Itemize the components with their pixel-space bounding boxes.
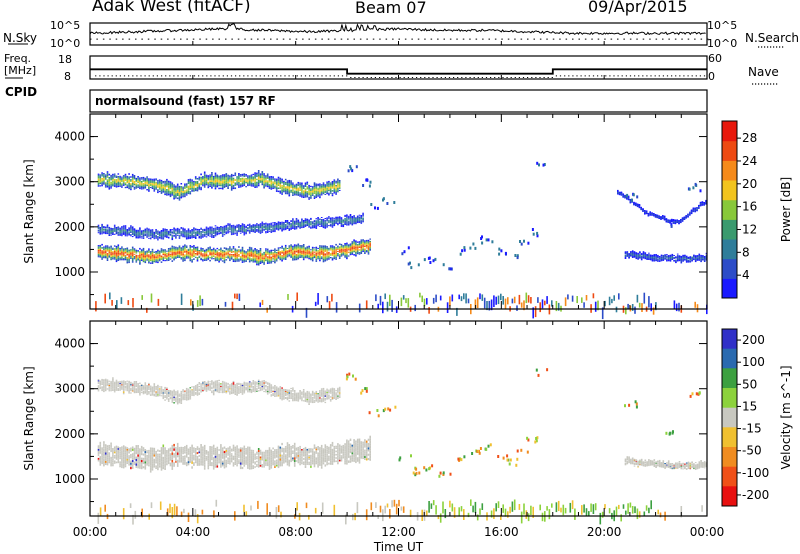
- nsky-top-tick: 10^5: [50, 19, 81, 32]
- freq-bottom-tick: 8: [64, 70, 71, 83]
- power-colorbar-cell: [722, 140, 737, 161]
- power-ytick-label: 1000: [54, 265, 85, 279]
- xtick-label: 08:00: [278, 525, 313, 539]
- power-colorbar-cell: [722, 160, 737, 181]
- freq-label: Freq.: [4, 52, 32, 65]
- velocity-colorbar-label: -50: [742, 444, 762, 458]
- nave-label: Nave: [748, 65, 779, 79]
- velocity-colorbar-frame: [721, 328, 738, 507]
- power-colorbar-cell: [722, 219, 737, 240]
- power-colorbar-label: 20: [742, 177, 757, 191]
- power-colorbar-label: 24: [742, 154, 757, 168]
- power-colorbar-frame: [721, 120, 738, 299]
- power-ytick-label: 2000: [54, 220, 85, 234]
- nsearch-label: N.Search: [745, 31, 800, 45]
- velocity-near-range: [97, 499, 703, 525]
- xtick-label: 00:00: [690, 525, 725, 539]
- nsky-bottom-tick: 10^0: [50, 37, 81, 50]
- power-colorbar-label: 28: [742, 131, 757, 145]
- velocity-colorbar-label: 50: [742, 377, 757, 391]
- power-colorbar-cell: [722, 199, 737, 220]
- velocity-colorbar-cell: [722, 348, 737, 369]
- xtick-label: 04:00: [176, 525, 211, 539]
- power-speckles: [347, 161, 702, 271]
- velocity-ground_band1: [97, 435, 371, 473]
- nsearch-top-tick: 10^5: [707, 19, 738, 32]
- xtick-label: 12:00: [381, 525, 416, 539]
- power-colorbar-label: 12: [742, 222, 757, 236]
- power-colorbar-cell: [722, 180, 737, 201]
- velocity-colorbar-cell: [722, 486, 737, 507]
- power-band1: [97, 238, 371, 266]
- power-panel-frame: [89, 113, 708, 310]
- nave-bottom-tick: 0: [708, 70, 715, 83]
- velocity-colorbar-label: -100: [742, 466, 769, 480]
- velocity-colorbar-cell: [722, 329, 737, 350]
- velocity-ground_band3: [97, 377, 341, 405]
- x-axis-label: Time UT: [373, 540, 424, 554]
- power-band2: [97, 212, 364, 241]
- velocity-colorbar-cell: [722, 388, 737, 409]
- nave-top-tick: 60: [708, 52, 722, 65]
- power-late_band: [624, 250, 708, 264]
- frequency-line: [90, 68, 707, 75]
- velocity-colorbar-label: -200: [742, 488, 769, 502]
- beam-label: Beam 07: [355, 0, 427, 17]
- velocity-ytick-label: 1000: [54, 472, 85, 486]
- power-colorbar-label: 4: [742, 268, 750, 282]
- xtick-label: 16:00: [484, 525, 519, 539]
- power-colorbar-title: Power [dB]: [779, 177, 793, 242]
- power-near-range: [95, 292, 708, 320]
- velocity-late_band: [624, 456, 708, 470]
- velocity-colorbar-cell: [722, 368, 737, 389]
- velocity-colorbar-label: 200: [742, 333, 765, 347]
- velocity-colorbar-title: Velocity [m s^-1]: [779, 365, 793, 469]
- power-ytick-label: 4000: [54, 130, 85, 144]
- power-band3: [97, 170, 341, 201]
- power-colorbar-cell: [722, 278, 737, 299]
- velocity-colorbar-cell: [722, 427, 737, 448]
- velocity-colorbar-cell: [722, 447, 737, 468]
- velocity-speckles: [345, 368, 701, 478]
- nsky-line: [89, 22, 706, 36]
- xtick-label: 20:00: [587, 525, 622, 539]
- velocity-ytick-label: 3000: [54, 382, 85, 396]
- freq-top-tick: 18: [58, 53, 72, 66]
- nave-line: [95, 75, 706, 78]
- cpid-label: CPID: [5, 85, 38, 99]
- power-colorbar-cell: [722, 239, 737, 260]
- power-colorbar-label: 8: [742, 245, 750, 259]
- power-colorbar-cell: [722, 258, 737, 279]
- power-ylabel: Slant Range [km]: [22, 159, 36, 263]
- date-label: 09/Apr/2015: [588, 0, 688, 16]
- power-late_upper: [617, 189, 707, 225]
- velocity-colorbar-label: 15: [742, 399, 757, 413]
- velocity-ytick-label: 4000: [54, 337, 85, 351]
- power-ytick-label: 3000: [54, 175, 85, 189]
- velocity-colorbar-label: -15: [742, 422, 762, 436]
- velocity-panel-frame: [89, 320, 708, 517]
- power-colorbar-cell: [722, 121, 737, 142]
- velocity-ytick-label: 2000: [54, 427, 85, 441]
- power-colorbar-label: 16: [742, 200, 757, 214]
- xtick-label: 00:00: [73, 525, 108, 539]
- nsky-label: N.Sky: [3, 31, 38, 45]
- velocity-colorbar-cell: [722, 407, 737, 428]
- station-title: Adak West (fitACF): [92, 0, 251, 16]
- freq-unit-label: [MHz]: [4, 64, 37, 77]
- cpid-panel-frame: [89, 89, 708, 113]
- velocity-ylabel: Slant Range [km]: [22, 366, 36, 470]
- cpid-text: normalsound (fast) 157 RF: [95, 94, 276, 108]
- velocity-colorbar-cell: [722, 466, 737, 487]
- nsearch-bottom-tick: 10^0: [707, 37, 738, 50]
- velocity-colorbar-label: 100: [742, 355, 765, 369]
